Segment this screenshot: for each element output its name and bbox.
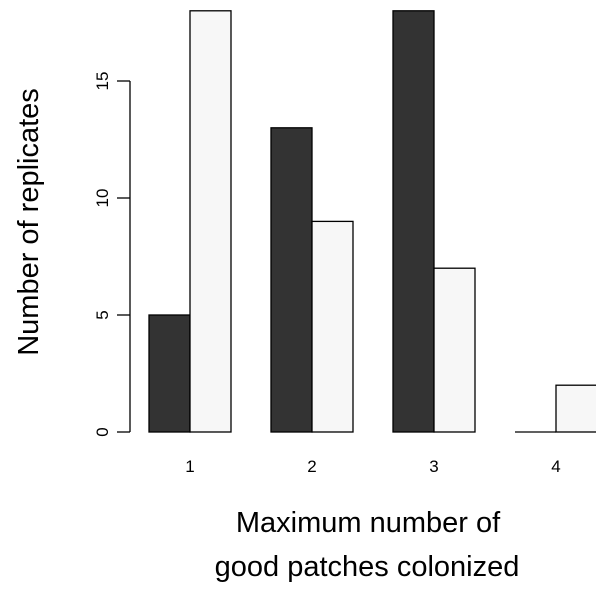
bar-category-2-series-1 xyxy=(270,127,313,433)
x-tick-label-4: 4 xyxy=(551,457,560,476)
bar-category-3-series-1 xyxy=(392,10,435,433)
bar-category-1-series-1 xyxy=(148,314,191,433)
x-tick-label-3: 3 xyxy=(429,457,438,476)
bar-category-1-series-2 xyxy=(189,10,232,433)
x-axis-ticks: 1 2 3 4 xyxy=(185,457,560,476)
y-tick-label-10: 10 xyxy=(93,189,112,208)
x-tick-label-2: 2 xyxy=(307,457,316,476)
y-tick-label-5: 5 xyxy=(93,310,112,319)
bar-category-2-series-2 xyxy=(311,220,354,433)
x-axis-title-line-2: good patches colonized xyxy=(215,551,520,583)
bars-layer xyxy=(148,10,596,433)
y-axis: 0 5 10 15 xyxy=(93,72,131,437)
x-tick-label-1: 1 xyxy=(185,457,194,476)
x-axis-title-line-1: Maximum number of xyxy=(236,507,501,539)
y-tick-label-0: 0 xyxy=(93,427,112,436)
bar-category-4-series-2 xyxy=(555,384,596,433)
bar-category-3-series-2 xyxy=(433,267,476,433)
y-tick-label-15: 15 xyxy=(93,72,112,91)
y-axis-title: Number of replicates xyxy=(13,88,45,356)
